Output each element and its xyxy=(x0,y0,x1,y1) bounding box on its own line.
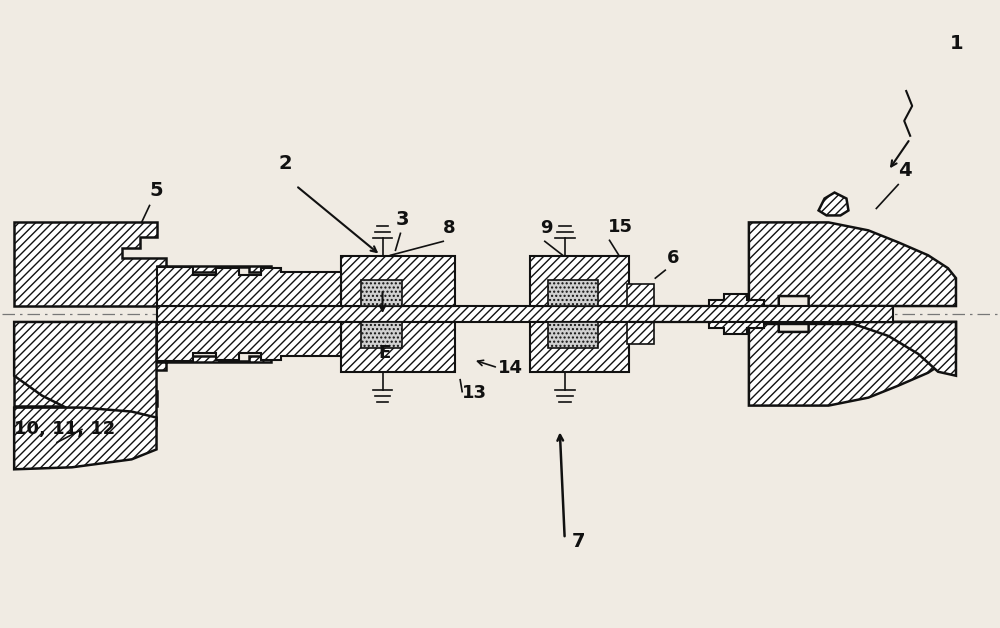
Polygon shape xyxy=(14,408,157,469)
Polygon shape xyxy=(157,267,341,306)
Text: E: E xyxy=(379,344,391,362)
Polygon shape xyxy=(627,284,654,306)
Text: 14: 14 xyxy=(498,359,523,377)
Polygon shape xyxy=(341,256,455,306)
Text: 2: 2 xyxy=(279,154,293,173)
Polygon shape xyxy=(14,222,271,306)
Polygon shape xyxy=(749,222,956,306)
Polygon shape xyxy=(14,322,157,426)
Text: 1: 1 xyxy=(950,34,964,53)
Polygon shape xyxy=(819,193,848,215)
Text: 9: 9 xyxy=(540,219,552,237)
Polygon shape xyxy=(629,322,764,334)
Text: 7: 7 xyxy=(572,532,585,551)
Polygon shape xyxy=(361,322,402,348)
Text: 4: 4 xyxy=(898,161,912,180)
Text: 8: 8 xyxy=(443,219,456,237)
Polygon shape xyxy=(14,322,271,406)
Polygon shape xyxy=(548,322,598,348)
Text: 5: 5 xyxy=(150,180,163,200)
Text: 3: 3 xyxy=(395,210,409,229)
Text: 6: 6 xyxy=(667,249,680,268)
Polygon shape xyxy=(530,322,629,372)
Polygon shape xyxy=(629,294,764,306)
Polygon shape xyxy=(361,280,402,306)
Text: 15: 15 xyxy=(608,219,633,236)
Polygon shape xyxy=(341,322,455,372)
Text: 13: 13 xyxy=(462,384,487,402)
Polygon shape xyxy=(157,322,341,361)
Text: 10, 11, 12: 10, 11, 12 xyxy=(14,421,115,438)
Polygon shape xyxy=(749,322,956,376)
Polygon shape xyxy=(749,322,956,406)
Polygon shape xyxy=(157,306,893,322)
Polygon shape xyxy=(530,256,629,306)
Polygon shape xyxy=(627,322,654,344)
Polygon shape xyxy=(548,280,598,306)
